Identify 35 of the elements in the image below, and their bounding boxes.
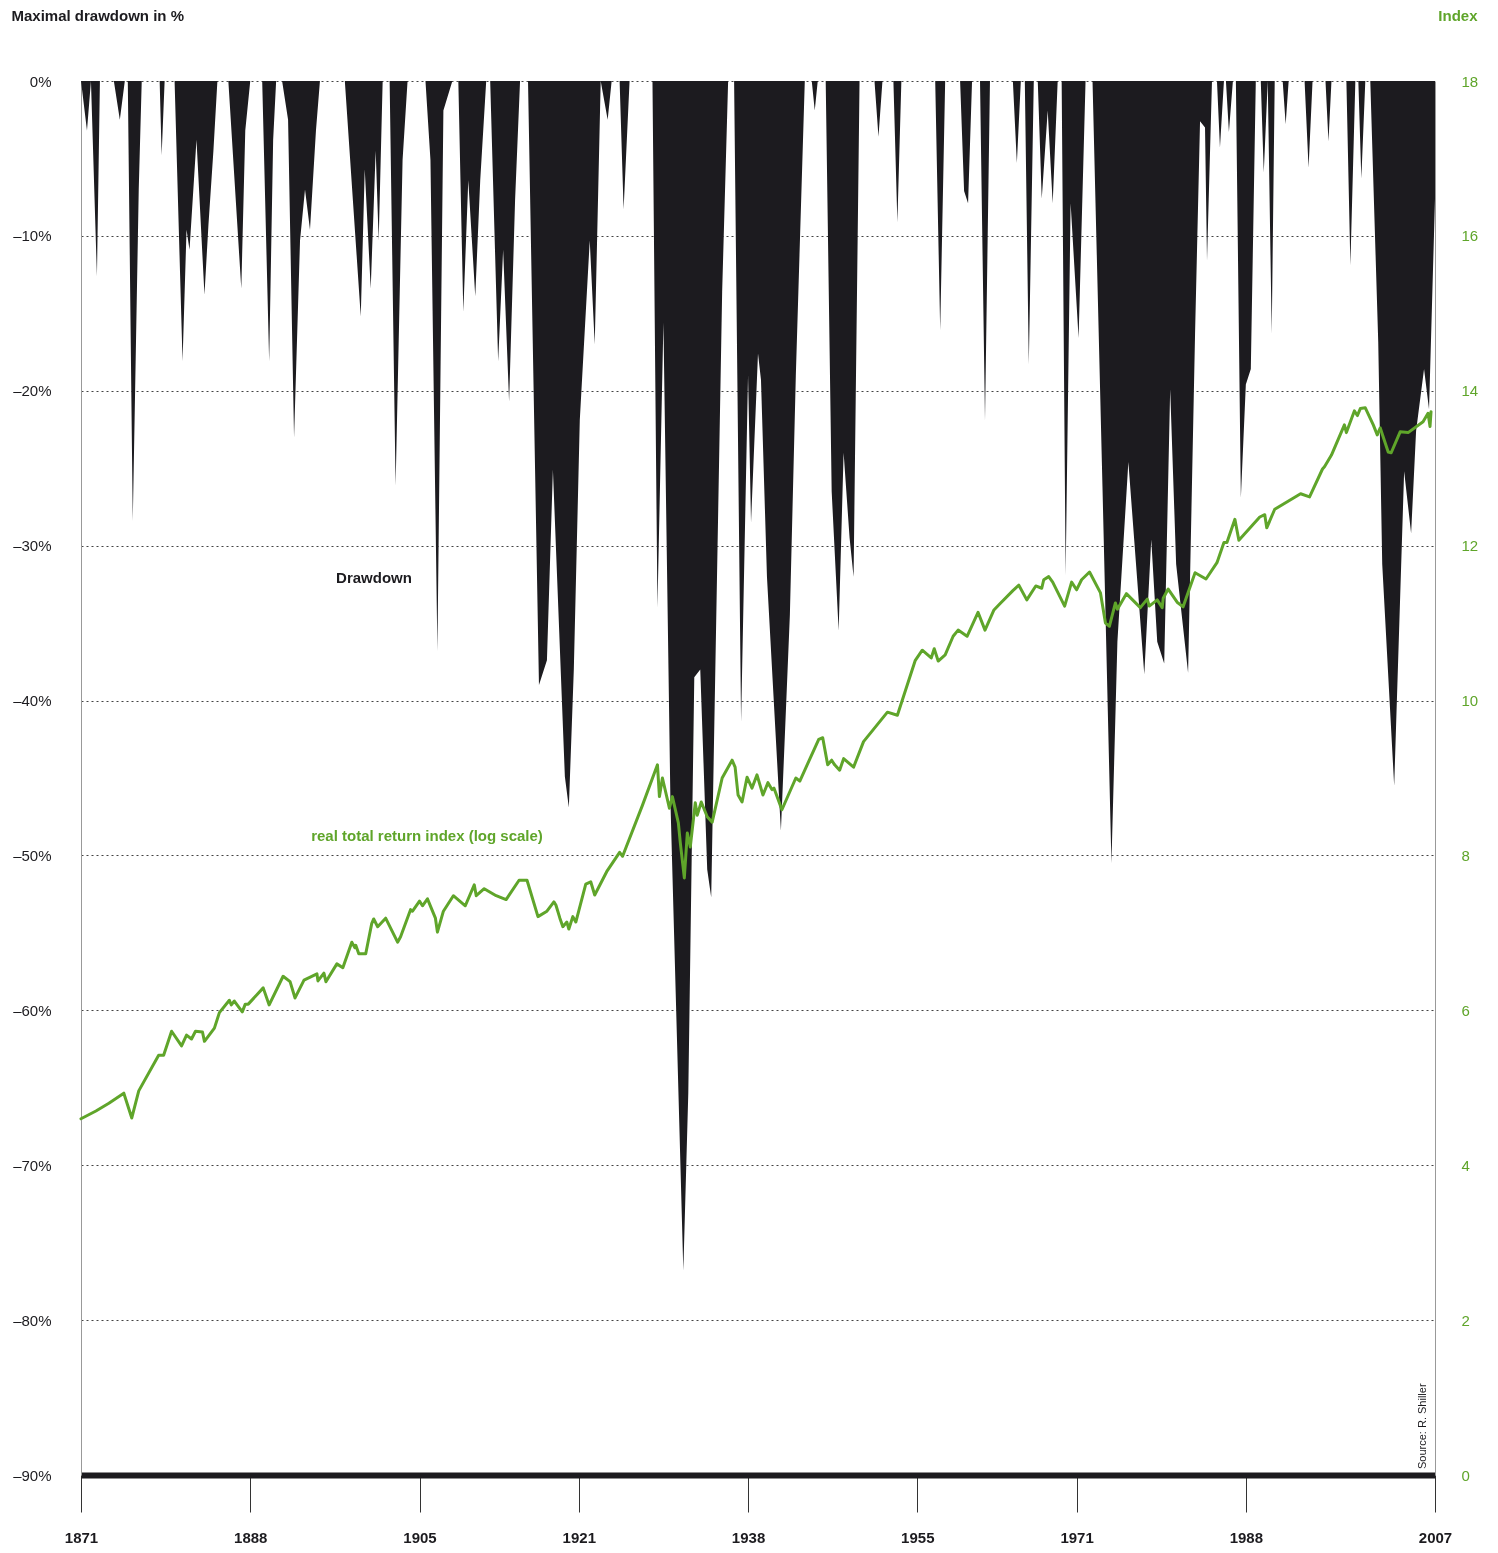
y2-tick-label: 4 — [1461, 1156, 1470, 1174]
y-tick-label: –20% — [13, 382, 52, 400]
y2-tick-label: 16 — [1461, 227, 1479, 245]
y-tick-label: –90% — [13, 1466, 52, 1484]
y-tick-label: –50% — [13, 846, 52, 864]
x-tick-label: 1938 — [731, 1528, 766, 1546]
x-tick-label: 1955 — [901, 1528, 935, 1546]
x-tick-label: 2007 — [1418, 1528, 1453, 1546]
x-tick-label: 1871 — [64, 1528, 99, 1546]
y2-tick-label: 10 — [1461, 692, 1479, 710]
y2-axis-title: Index — [1438, 6, 1479, 24]
y-tick-label: –80% — [13, 1311, 52, 1329]
y2-tick-label: 0 — [1461, 1466, 1470, 1484]
y2-tick-label: 6 — [1461, 1001, 1470, 1019]
y-tick-label: –30% — [13, 537, 52, 555]
x-tick-label: 1921 — [562, 1528, 596, 1546]
x-tick-label: 1888 — [234, 1528, 268, 1546]
y-tick-label: –70% — [13, 1156, 52, 1174]
y-tick-label: –10% — [13, 227, 52, 245]
x-tick-label: 1988 — [1229, 1528, 1264, 1546]
x-tick-label: 1971 — [1060, 1528, 1094, 1546]
series-label: Drawdown — [336, 569, 412, 586]
y-tick-label: –40% — [13, 692, 52, 710]
annotation: Source: R. Shiller — [1416, 1383, 1428, 1469]
y-tick-label: –60% — [13, 1001, 52, 1019]
y2-tick-label: 14 — [1461, 382, 1479, 400]
y-axis-title: Maximal drawdown in % — [11, 6, 185, 24]
x-tick-label: 1905 — [403, 1528, 437, 1546]
line-series — [79, 406, 1433, 1121]
text: real total return index (log scale) — [311, 827, 543, 844]
y2-tick-label: 18 — [1461, 72, 1479, 90]
y2-tick-label: 8 — [1461, 846, 1470, 864]
y2-tick-label: 12 — [1461, 537, 1479, 555]
y-tick-label: 0% — [29, 72, 52, 90]
y2-tick-label: 2 — [1461, 1311, 1470, 1329]
